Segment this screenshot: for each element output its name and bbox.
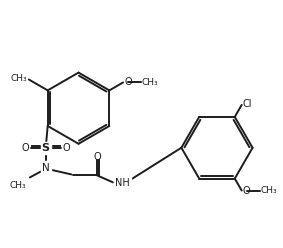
Text: O: O: [124, 77, 132, 88]
Text: CH₃: CH₃: [142, 78, 158, 87]
Text: CH₃: CH₃: [260, 186, 277, 195]
Text: O: O: [21, 143, 29, 153]
Text: CH₃: CH₃: [10, 74, 27, 83]
Text: NH: NH: [115, 178, 130, 188]
Text: O: O: [63, 143, 70, 153]
Text: N: N: [42, 162, 50, 173]
Text: O: O: [93, 152, 101, 162]
Text: CH₃: CH₃: [9, 181, 26, 190]
Text: Cl: Cl: [243, 99, 252, 109]
Text: O: O: [243, 186, 250, 195]
Text: S: S: [42, 143, 50, 153]
